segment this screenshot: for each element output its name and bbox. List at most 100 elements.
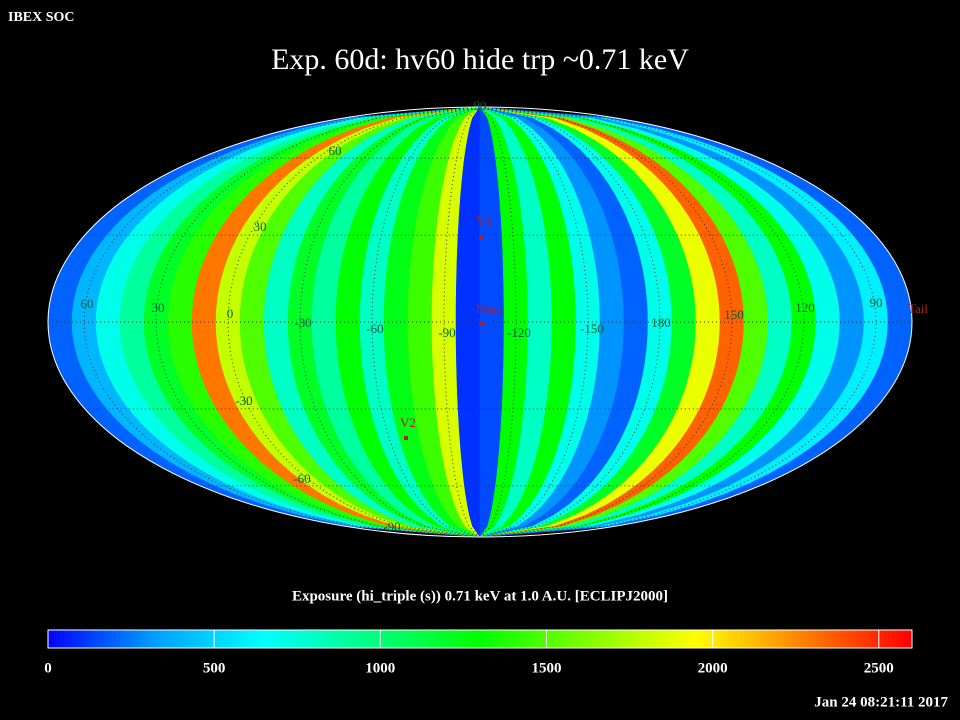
colorbar-segment <box>556 630 561 648</box>
marker-label: V1 <box>476 213 492 228</box>
colorbar-segment <box>808 630 813 648</box>
colorbar-segment <box>244 630 249 648</box>
colorbar-segment <box>616 630 621 648</box>
colorbar-segment <box>704 630 709 648</box>
colorbar-segment <box>640 630 645 648</box>
colorbar-segment <box>564 630 569 648</box>
colorbar-segment <box>232 630 237 648</box>
colorbar-segment <box>484 630 489 648</box>
colorbar-segment <box>888 630 893 648</box>
colorbar-segment <box>460 630 465 648</box>
colorbar-segment <box>380 630 385 648</box>
colorbar-segment <box>864 630 869 648</box>
colorbar-segment <box>188 630 193 648</box>
colorbar-segment <box>860 630 865 648</box>
overlay: 90 60 30 -30 -60 -90 60 30 0 -30 -60 -90 -120 -150 180… <box>47 98 928 538</box>
colorbar-segment <box>132 630 137 648</box>
colorbar-segment <box>452 630 457 648</box>
colorbar-segment <box>516 630 521 648</box>
marker-label: Nose <box>476 301 503 316</box>
marker-dot <box>479 235 483 239</box>
colorbar-segment <box>236 630 241 648</box>
colorbar-segment <box>540 630 545 648</box>
longitude-label: 180 <box>651 315 671 330</box>
colorbar-segment <box>644 630 649 648</box>
colorbar-segment <box>828 630 833 648</box>
longitude-label: -120 <box>507 325 531 340</box>
colorbar-segment <box>588 630 593 648</box>
colorbar-segment <box>816 630 821 648</box>
colorbar-segment <box>748 630 753 648</box>
colorbar-segment <box>60 630 65 648</box>
colorbar-segment <box>288 630 293 648</box>
colorbar-segment <box>216 630 221 648</box>
sky-map <box>48 107 912 537</box>
colorbar-segment <box>456 630 461 648</box>
colorbar-segment <box>612 630 617 648</box>
colorbar-segment <box>156 630 161 648</box>
marker-label: Tail <box>908 301 928 316</box>
longitude-label: 30 <box>152 300 165 315</box>
colorbar-segment <box>412 630 417 648</box>
colorbar-segment <box>744 630 749 648</box>
colorbar-segment <box>752 630 757 648</box>
latitude-label: 60 <box>329 143 342 158</box>
colorbar-segment <box>200 630 205 648</box>
colorbar-segment <box>152 630 157 648</box>
colorbar-segment <box>500 630 505 648</box>
colorbar-segment <box>472 630 477 648</box>
colorbar-segment <box>64 630 69 648</box>
colorbar-tick-label: 0 <box>44 660 52 676</box>
meridian <box>227 106 481 538</box>
colorbar-segment <box>340 630 345 648</box>
colorbar-segment <box>408 630 413 648</box>
colorbar-segment <box>128 630 133 648</box>
colorbar-segment <box>80 630 85 648</box>
colorbar-segment <box>852 630 857 648</box>
latitude-label: -90 <box>383 519 400 534</box>
colorbar-segment <box>276 630 281 648</box>
colorbar-segment <box>764 630 769 648</box>
colorbar-segment <box>760 630 765 648</box>
longitude-label: 120 <box>795 300 815 315</box>
colorbar-segment <box>840 630 845 648</box>
colorbar-segment <box>436 630 441 648</box>
colorbar-segment <box>400 630 405 648</box>
colorbar-segment <box>508 630 513 648</box>
latitude-label: -30 <box>235 393 252 408</box>
colorbar-segment <box>300 630 305 648</box>
colorbar-segment <box>148 630 153 648</box>
colorbar-segment <box>672 630 677 648</box>
colorbar-segment <box>908 630 913 648</box>
colorbar-segment <box>780 630 785 648</box>
colorbar-segment <box>56 630 61 648</box>
colorbar-segment <box>96 630 101 648</box>
colorbar-segment <box>652 630 657 648</box>
colorbar-segment <box>656 630 661 648</box>
colorbar-segment <box>728 630 733 648</box>
colorbar-segment <box>72 630 77 648</box>
colorbar-segment <box>208 630 213 648</box>
sky-outline <box>47 106 913 538</box>
colorbar-segment <box>504 630 509 648</box>
colorbar-segment <box>784 630 789 648</box>
colorbar-segment <box>732 630 737 648</box>
colorbar-segment <box>720 630 725 648</box>
colorbar-segment <box>560 630 565 648</box>
colorbar-segment <box>628 630 633 648</box>
colorbar-segment <box>824 630 829 648</box>
colorbar-segment <box>836 630 841 648</box>
colorbar-segment <box>468 630 473 648</box>
colorbar-segment <box>52 630 57 648</box>
colorbar-segment <box>804 630 809 648</box>
colorbar-segment <box>528 630 533 648</box>
colorbar-segment <box>600 630 605 648</box>
colorbar-segment <box>716 630 721 648</box>
colorbar-segment <box>872 630 877 648</box>
colorbar-segment <box>532 630 537 648</box>
colorbar-segment <box>772 630 777 648</box>
colorbar-segment <box>536 630 541 648</box>
colorbar-segment <box>224 630 229 648</box>
colorbar-segment <box>160 630 165 648</box>
